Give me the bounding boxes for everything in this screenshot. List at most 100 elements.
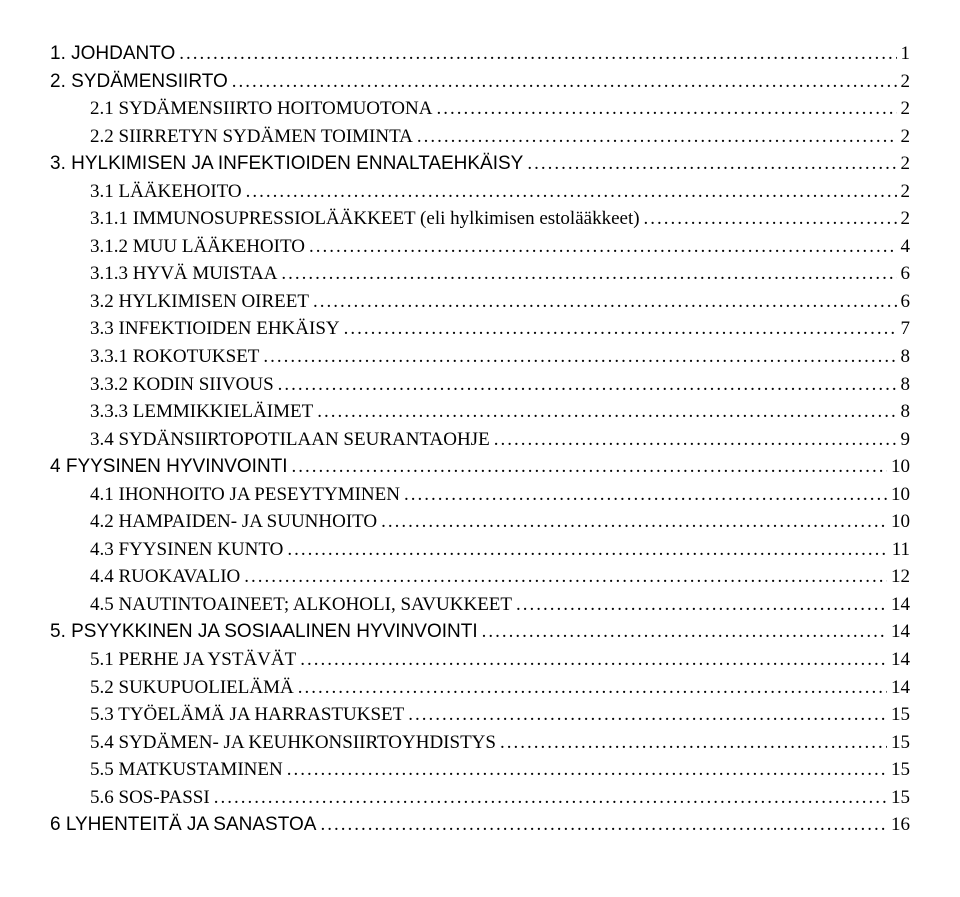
toc-entry-label: 2.1 SYDÄMENSIIRTO HOITOMUOTONA (90, 95, 432, 123)
toc-entry-label: 1. JOHDANTO (50, 40, 175, 68)
toc-entry-page: 14 (891, 591, 910, 619)
toc-entry-label: 2.2 SIIRRETYN SYDÄMEN TOIMINTA (90, 123, 413, 151)
toc-entry: 4.4 RUOKAVALIO 12 (50, 563, 910, 591)
toc-entry-page: 15 (891, 784, 910, 812)
toc-leader-dots (417, 123, 897, 151)
toc-entry: 3.3.2 KODIN SIIVOUS8 (50, 371, 910, 399)
toc-leader-dots (287, 756, 887, 784)
table-of-contents: 1. JOHDANTO12. SYDÄMENSIIRTO22.1 SYDÄMEN… (50, 40, 910, 839)
toc-entry-page: 4 (901, 233, 911, 261)
toc-entry: 4.3 FYYSINEN KUNTO 11 (50, 536, 910, 564)
toc-leader-dots (408, 701, 887, 729)
toc-entry-page: 15 (891, 756, 910, 784)
toc-entry-page: 2 (901, 95, 911, 123)
toc-leader-dots (300, 646, 887, 674)
toc-entry: 2. SYDÄMENSIIRTO 2 (50, 68, 910, 96)
toc-entry-page: 7 (901, 315, 911, 343)
toc-entry: 3.1.3 HYVÄ MUISTAA6 (50, 260, 910, 288)
toc-leader-dots (494, 426, 897, 454)
toc-entry: 5.4 SYDÄMEN- JA KEUHKONSIIRTOYHDISTYS 15 (50, 729, 910, 757)
toc-entry-label: 5. PSYYKKINEN JA SOSIAALINEN HYVINVOINTI (50, 618, 478, 646)
toc-entry: 2.1 SYDÄMENSIIRTO HOITOMUOTONA 2 (50, 95, 910, 123)
toc-entry-page: 15 (891, 701, 910, 729)
toc-leader-dots (292, 453, 887, 481)
toc-leader-dots (232, 68, 897, 96)
toc-entry: 2.2 SIIRRETYN SYDÄMEN TOIMINTA 2 (50, 123, 910, 151)
toc-leader-dots (244, 563, 887, 591)
toc-entry-label: 6 LYHENTEITÄ JA SANASTOA (50, 811, 316, 839)
toc-entry-page: 2 (901, 123, 911, 151)
toc-entry-page: 10 (891, 508, 910, 536)
toc-entry-page: 6 (901, 260, 911, 288)
toc-leader-dots (404, 481, 887, 509)
toc-entry: 3.1.2 MUU LÄÄKEHOITO 4 (50, 233, 910, 261)
toc-entry-page: 9 (901, 426, 911, 454)
toc-entry-label: 5.6 SOS-PASSI (90, 784, 210, 812)
toc-leader-dots (278, 371, 897, 399)
toc-entry-label: 3.1.2 MUU LÄÄKEHOITO (90, 233, 305, 261)
toc-entry: 5.5 MATKUSTAMINEN15 (50, 756, 910, 784)
toc-entry: 3.2 HYLKIMISEN OIREET6 (50, 288, 910, 316)
toc-entry-label: 5.4 SYDÄMEN- JA KEUHKONSIIRTOYHDISTYS (90, 729, 496, 757)
toc-leader-dots (246, 178, 897, 206)
toc-entry-page: 15 (891, 729, 910, 757)
toc-entry: 5.2 SUKUPUOLIELÄMÄ14 (50, 674, 910, 702)
toc-entry-page: 2 (901, 150, 911, 178)
toc-entry-label: 4.4 RUOKAVALIO (90, 563, 240, 591)
toc-entry-label: 5.1 PERHE JA YSTÄVÄT (90, 646, 296, 674)
toc-entry-label: 3. HYLKIMISEN JA INFEKTIOIDEN ENNALTAEHK… (50, 150, 523, 178)
toc-leader-dots (317, 398, 896, 426)
toc-entry-label: 4 FYYSINEN HYVINVOINTI (50, 453, 288, 481)
toc-leader-dots (644, 205, 897, 233)
toc-entry: 3.1.1 IMMUNOSUPRESSIOLÄÄKKEET (eli hylki… (50, 205, 910, 233)
toc-entry: 4.1 IHONHOITO JA PESEYTYMINEN10 (50, 481, 910, 509)
toc-entry-label: 5.2 SUKUPUOLIELÄMÄ (90, 674, 294, 702)
toc-entry: 3.1 LÄÄKEHOITO 2 (50, 178, 910, 206)
toc-entry-page: 2 (901, 205, 911, 233)
toc-entry-page: 10 (891, 453, 910, 481)
toc-entry-page: 14 (891, 646, 910, 674)
toc-leader-dots (281, 260, 896, 288)
toc-entry-label: 3.3.1 ROKOTUKSET (90, 343, 259, 371)
toc-entry-page: 6 (901, 288, 911, 316)
toc-entry-page: 11 (892, 536, 910, 564)
toc-entry: 3.3 INFEKTIOIDEN EHKÄISY 7 (50, 315, 910, 343)
toc-entry: 4.5 NAUTINTOAINEET; ALKOHOLI, SAVUKKEET 1… (50, 591, 910, 619)
toc-leader-dots (313, 288, 896, 316)
toc-entry: 4 FYYSINEN HYVINVOINTI 10 (50, 453, 910, 481)
toc-entry: 5.1 PERHE JA YSTÄVÄT 14 (50, 646, 910, 674)
toc-leader-dots (298, 674, 887, 702)
toc-entry-label: 3.1 LÄÄKEHOITO (90, 178, 242, 206)
toc-leader-dots (500, 729, 887, 757)
toc-entry: 6 LYHENTEITÄ JA SANASTOA16 (50, 811, 910, 839)
toc-entry: 3.3.1 ROKOTUKSET 8 (50, 343, 910, 371)
toc-entry-label: 4.5 NAUTINTOAINEET; ALKOHOLI, SAVUKKEET (90, 591, 512, 619)
toc-leader-dots (381, 508, 887, 536)
toc-entry-page: 8 (901, 343, 911, 371)
toc-entry-label: 4.3 FYYSINEN KUNTO (90, 536, 283, 564)
toc-entry-label: 4.2 HAMPAIDEN- JA SUUNHOITO (90, 508, 377, 536)
toc-leader-dots (263, 343, 896, 371)
toc-entry-page: 8 (901, 398, 911, 426)
toc-entry-label: 2. SYDÄMENSIIRTO (50, 68, 228, 96)
toc-entry-label: 5.3 TYÖELÄMÄ JA HARRASTUKSET (90, 701, 404, 729)
toc-entry: 4.2 HAMPAIDEN- JA SUUNHOITO 10 (50, 508, 910, 536)
toc-leader-dots (482, 618, 887, 646)
toc-entry-page: 2 (901, 68, 911, 96)
toc-leader-dots (309, 233, 897, 261)
toc-entry-page: 8 (901, 371, 911, 399)
toc-entry-label: 3.4 SYDÄNSIIRTOPOTILAAN SEURANTAOHJE (90, 426, 490, 454)
toc-entry-page: 10 (891, 481, 910, 509)
toc-leader-dots (344, 315, 897, 343)
toc-leader-dots (287, 536, 887, 564)
toc-entry-page: 2 (901, 178, 911, 206)
toc-entry-label: 3.1.1 IMMUNOSUPRESSIOLÄÄKKEET (eli hylki… (90, 205, 640, 233)
toc-entry-page: 14 (891, 618, 910, 646)
toc-leader-dots (516, 591, 887, 619)
toc-leader-dots (436, 95, 896, 123)
toc-entry-page: 1 (901, 40, 911, 68)
toc-leader-dots (527, 150, 896, 178)
toc-entry-label: 3.3 INFEKTIOIDEN EHKÄISY (90, 315, 340, 343)
toc-entry-page: 12 (891, 563, 910, 591)
toc-entry: 3.4 SYDÄNSIIRTOPOTILAAN SEURANTAOHJE 9 (50, 426, 910, 454)
